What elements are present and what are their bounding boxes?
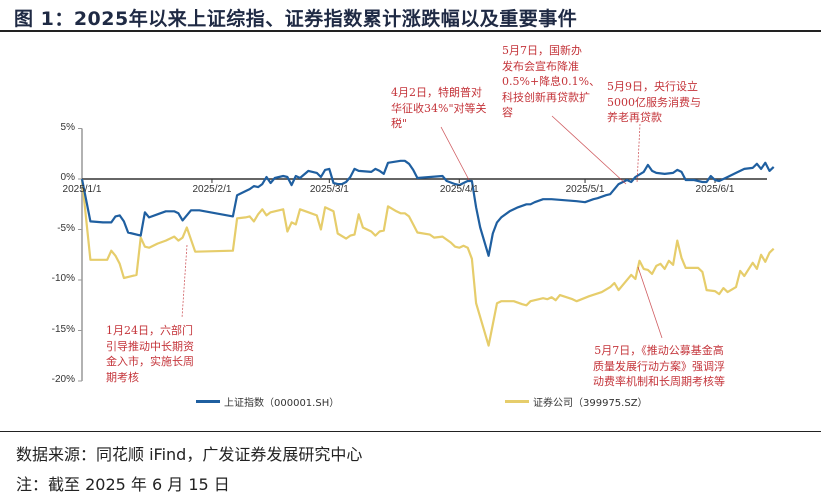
x-tick-label: 2025/4/1	[439, 184, 479, 195]
y-tick-label: -10%	[51, 273, 75, 284]
x-tick-label: 2025/5/1	[565, 184, 605, 195]
annotation-may7-rate-cut: 5月7日，国新办 发布会宣布降准 0.5%+降息0.1%、 科技创新再贷款扩 容	[502, 44, 601, 119]
annotation-jan24: 1月24日，六部门 引导推动中长期资 金入市，实施长周 期考核	[106, 324, 194, 384]
annotation-connectors	[181, 115, 663, 339]
legend-label-securities: 证券公司（399975.SZ）	[533, 398, 648, 409]
y-tick-label: -5%	[57, 222, 75, 234]
sse-line	[80, 159, 775, 257]
connector-apr2	[440, 126, 470, 181]
legend-label-sse: 上证指数（000001.SH）	[224, 398, 340, 409]
connector-jan24	[181, 244, 188, 319]
bottom-rule	[0, 431, 821, 432]
legend-item-securities: 证券公司（399975.SZ）	[505, 394, 648, 409]
y-tick-label: 0%	[60, 172, 75, 183]
annotation-may7-fund-plan: 5月7日，《推动公募基金高 质量发展行动方案》强调浮 动费率机制和长周期考核等	[593, 344, 725, 388]
figure-title: 图 1：2025年以来上证综指、证券指数累计涨跌幅以及重要事件	[14, 8, 578, 30]
connector-may7-fund-plan	[637, 266, 663, 339]
y-tick-label: -15%	[51, 323, 75, 335]
x-tick-label: 2025/1/1	[62, 184, 102, 195]
footnote: 注：截至 2025 年 6 月 15 日	[16, 475, 230, 494]
y-tick-label: 5%	[60, 121, 75, 133]
x-tick-label: 2025/3/1	[309, 184, 349, 195]
annotation-may9-relending: 5月9日，央行设立 5000亿服务消费与 养老再贷款	[607, 80, 701, 124]
y-tick-label: -20%	[51, 374, 75, 385]
securities-line	[80, 178, 775, 347]
x-tick-label: 2025/6/1	[695, 184, 735, 195]
line-chart	[78, 115, 775, 382]
connector-may7-rate-cut	[551, 115, 627, 185]
data-source: 数据来源：同花顺 iFind，广发证券发展研究中心	[16, 445, 363, 464]
chart-axes	[78, 128, 767, 382]
annotation-apr2: 4月2日，特朗普对 华征收34%"对等关 税"	[391, 86, 487, 130]
legend-swatch-sse	[196, 400, 220, 403]
top-rule	[0, 30, 821, 32]
legend-swatch-securities	[505, 400, 529, 403]
chart-series	[80, 159, 775, 347]
legend-item-sse: 上证指数（000001.SH）	[196, 394, 339, 409]
connector-may9	[636, 123, 641, 184]
x-tick-label: 2025/2/1	[192, 184, 232, 195]
